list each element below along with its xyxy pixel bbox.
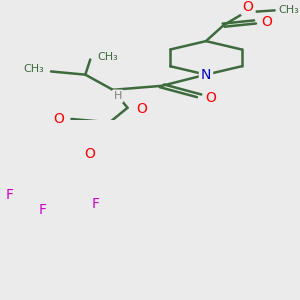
Text: N: N (201, 68, 211, 82)
Text: O: O (53, 112, 64, 126)
Text: F: F (38, 202, 46, 217)
Text: O: O (261, 15, 272, 29)
Text: CH₃: CH₃ (23, 64, 44, 74)
Text: F: F (5, 188, 13, 202)
Text: O: O (206, 91, 216, 105)
Text: H: H (113, 91, 122, 101)
Text: O: O (136, 102, 147, 116)
Text: CH₃: CH₃ (278, 5, 299, 15)
Text: O: O (243, 0, 254, 14)
Text: O: O (84, 147, 95, 161)
Text: F: F (92, 197, 100, 211)
Text: CH₃: CH₃ (98, 52, 118, 62)
